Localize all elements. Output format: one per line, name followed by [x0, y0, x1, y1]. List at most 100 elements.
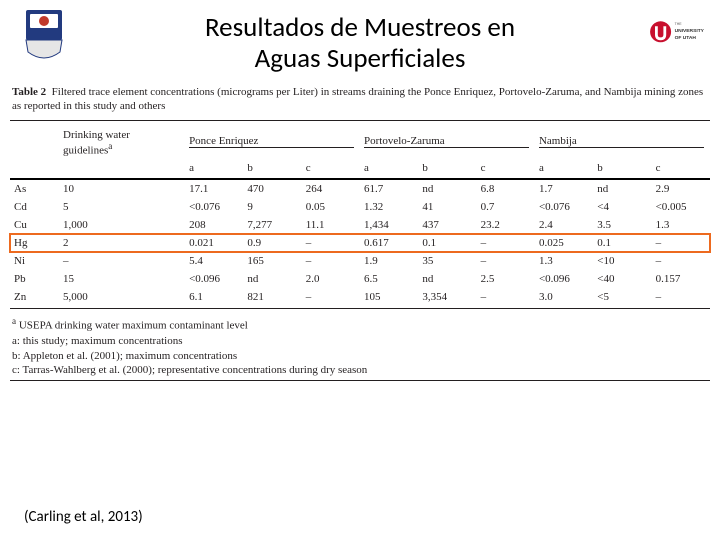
value-cell: nd: [418, 270, 476, 288]
element-cell: Ni: [10, 252, 59, 270]
svg-text:UNIVERSITY: UNIVERSITY: [675, 28, 704, 34]
value-cell: 2.0: [302, 270, 360, 288]
guideline-cell: 2: [59, 234, 185, 252]
value-cell: 1.3: [652, 216, 710, 234]
value-cell: 1.32: [360, 198, 418, 216]
title-line-1: Resultados de Muestreos en: [72, 12, 648, 43]
table-header: Drinking water guidelinesa Ponce Enrique…: [10, 121, 710, 180]
header-dwg: Drinking water guidelinesa: [59, 121, 185, 160]
value-cell: 0.025: [535, 234, 593, 252]
value-cell: <40: [593, 270, 651, 288]
data-table-container: Table 2 Filtered trace element concentra…: [0, 82, 720, 381]
table-row: Hg20.0210.9–0.6170.1–0.0250.1–: [10, 234, 710, 252]
element-cell: As: [10, 179, 59, 198]
value-cell: 0.157: [652, 270, 710, 288]
table-row: Ni–5.4165–1.935–1.3<10–: [10, 252, 710, 270]
value-cell: 437: [418, 216, 476, 234]
footnote-line: a USEPA drinking water maximum contamina…: [12, 315, 708, 334]
left-institution-logo: [16, 8, 72, 64]
value-cell: 0.1: [593, 234, 651, 252]
value-cell: 264: [302, 179, 360, 198]
element-cell: Hg: [10, 234, 59, 252]
value-cell: –: [302, 288, 360, 309]
value-cell: 2.5: [477, 270, 535, 288]
svg-text:THE: THE: [675, 22, 683, 26]
value-cell: <10: [593, 252, 651, 270]
guideline-cell: 15: [59, 270, 185, 288]
value-cell: nd: [593, 179, 651, 198]
title-line-2: Aguas Superficiales: [72, 43, 648, 74]
subcol-3c: c: [652, 159, 710, 179]
table-footnotes: a USEPA drinking water maximum contamina…: [10, 309, 710, 381]
slide-title: Resultados de Muestreos en Aguas Superfi…: [72, 8, 648, 74]
subcol-2c: c: [477, 159, 535, 179]
value-cell: <4: [593, 198, 651, 216]
subcol-2b: b: [418, 159, 476, 179]
value-cell: 3.0: [535, 288, 593, 309]
guideline-cell: 1,000: [59, 216, 185, 234]
value-cell: –: [477, 252, 535, 270]
svg-text:OF UTAH: OF UTAH: [675, 35, 697, 41]
value-cell: nd: [243, 270, 301, 288]
value-cell: –: [302, 252, 360, 270]
subcol-1b: b: [243, 159, 301, 179]
value-cell: 0.021: [185, 234, 243, 252]
value-cell: –: [477, 234, 535, 252]
value-cell: 0.1: [418, 234, 476, 252]
guideline-cell: 5: [59, 198, 185, 216]
header-group-3: Nambija: [535, 121, 710, 160]
value-cell: 3,354: [418, 288, 476, 309]
value-cell: 6.1: [185, 288, 243, 309]
slide-header: Resultados de Muestreos en Aguas Superfi…: [0, 0, 720, 82]
value-cell: 0.7: [477, 198, 535, 216]
value-cell: 9: [243, 198, 301, 216]
table-row: Cu1,0002087,27711.11,43443723.22.43.51.3: [10, 216, 710, 234]
table-caption: Table 2 Filtered trace element concentra…: [10, 82, 710, 121]
value-cell: 35: [418, 252, 476, 270]
value-cell: 2.4: [535, 216, 593, 234]
subcol-1a: a: [185, 159, 243, 179]
table-row: As1017.147026461.7nd6.81.7nd2.9: [10, 179, 710, 198]
value-cell: –: [652, 288, 710, 309]
value-cell: 2.9: [652, 179, 710, 198]
value-cell: <0.005: [652, 198, 710, 216]
guideline-cell: 5,000: [59, 288, 185, 309]
value-cell: nd: [418, 179, 476, 198]
value-cell: –: [652, 234, 710, 252]
table-caption-label: Table 2: [12, 86, 46, 98]
subcol-3a: a: [535, 159, 593, 179]
value-cell: 1.7: [535, 179, 593, 198]
value-cell: 3.5: [593, 216, 651, 234]
guideline-cell: 10: [59, 179, 185, 198]
value-cell: –: [302, 234, 360, 252]
subcol-2a: a: [360, 159, 418, 179]
footnote-line: c: Tarras-Wahlberg et al. (2000); repres…: [12, 363, 708, 378]
value-cell: <0.096: [535, 270, 593, 288]
header-group-1: Ponce Enriquez: [185, 121, 360, 160]
value-cell: 470: [243, 179, 301, 198]
element-cell: Cd: [10, 198, 59, 216]
footnote-line: a: this study; maximum concentrations: [12, 334, 708, 349]
value-cell: 61.7: [360, 179, 418, 198]
citation: (Carling et al, 2013): [24, 508, 143, 526]
table-body: As1017.147026461.7nd6.81.7nd2.9Cd5<0.076…: [10, 179, 710, 309]
subcol-3b: b: [593, 159, 651, 179]
value-cell: 165: [243, 252, 301, 270]
value-cell: 17.1: [185, 179, 243, 198]
value-cell: <0.076: [185, 198, 243, 216]
table-caption-text: Filtered trace element concentrations (m…: [12, 86, 703, 112]
value-cell: 1.3: [535, 252, 593, 270]
table-row: Zn5,0006.1821–1053,354–3.0<5–: [10, 288, 710, 309]
element-cell: Zn: [10, 288, 59, 309]
value-cell: 11.1: [302, 216, 360, 234]
value-cell: 6.5: [360, 270, 418, 288]
value-cell: 6.8: [477, 179, 535, 198]
value-cell: 821: [243, 288, 301, 309]
value-cell: 23.2: [477, 216, 535, 234]
value-cell: 7,277: [243, 216, 301, 234]
footnote-line: b: Appleton et al. (2001); maximum conce…: [12, 349, 708, 364]
table-row: Cd5<0.07690.051.32410.7<0.076<4<0.005: [10, 198, 710, 216]
guideline-cell: –: [59, 252, 185, 270]
value-cell: 0.05: [302, 198, 360, 216]
value-cell: –: [477, 288, 535, 309]
